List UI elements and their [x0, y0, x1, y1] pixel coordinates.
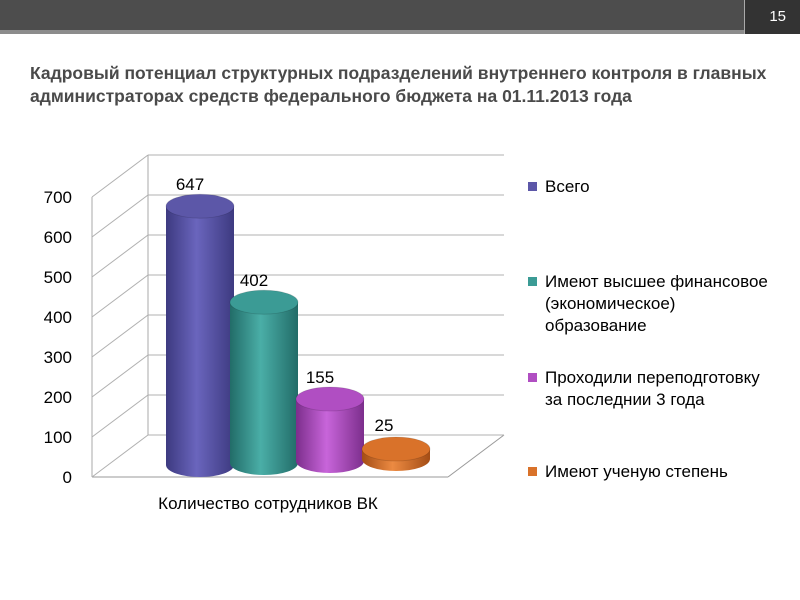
data-label: 647	[176, 175, 204, 194]
bar-higher-education-top	[229, 289, 299, 315]
bar-retraining-top	[295, 386, 365, 412]
bar-total	[165, 193, 235, 477]
bar-chart: 0 100 200 300 400 500 600 700 647 402 155 25 Колич…	[44, 154, 505, 513]
bar-retraining	[295, 386, 365, 473]
bar-total-top	[165, 193, 235, 219]
y-tick-label: 200	[44, 388, 72, 407]
data-labels: 647 402 155 25	[176, 175, 394, 435]
y-tick-label: 100	[44, 428, 72, 447]
data-label: 25	[375, 416, 394, 435]
gridline-side	[91, 274, 149, 318]
legend-swatch	[528, 373, 537, 382]
gridline-side	[91, 154, 149, 198]
bar-higher-education	[229, 289, 299, 475]
page-number-box	[744, 0, 800, 34]
bar-retraining-body	[296, 399, 364, 473]
y-ticks: 0 100 200 300 400 500 600 700	[44, 188, 72, 487]
legend-swatch	[528, 277, 537, 286]
gridline-side	[91, 194, 149, 238]
gridline-side	[91, 354, 149, 398]
legend-label: Имеют высшее финансовое (экономическое) …	[545, 272, 768, 335]
data-label: 402	[240, 271, 268, 290]
y-tick-label: 300	[44, 348, 72, 367]
gridline-side	[91, 434, 149, 478]
bar-academic-degree-top	[361, 436, 431, 462]
data-label: 155	[306, 368, 334, 387]
gridline-side	[91, 234, 149, 278]
legend-label: Проходили переподготовку за последнии 3 …	[545, 368, 760, 409]
page-number: 15	[769, 8, 786, 25]
top-bar-accent	[0, 30, 800, 34]
legend-swatch	[528, 467, 537, 476]
bars	[165, 193, 431, 477]
y-tick-label: 600	[44, 228, 72, 247]
gridline-side	[91, 314, 149, 358]
slide-title: Кадровый потенциал структурных подраздел…	[30, 63, 767, 106]
y-tick-label: 0	[63, 468, 72, 487]
legend-label: Имеют ученую степень	[545, 462, 728, 481]
floor-right-edge	[447, 434, 505, 478]
top-bar	[0, 0, 800, 34]
gridline-side	[91, 394, 149, 438]
y-tick-label: 400	[44, 308, 72, 327]
legend-label: Всего	[545, 177, 590, 196]
y-tick-label: 500	[44, 268, 72, 287]
legend-swatch	[528, 182, 537, 191]
bar-higher-education-body	[230, 302, 298, 475]
y-tick-label: 700	[44, 188, 72, 207]
bar-academic-degree	[361, 436, 431, 471]
x-category-label: Количество сотрудников ВК	[158, 494, 378, 513]
bar-total-body	[166, 206, 234, 477]
